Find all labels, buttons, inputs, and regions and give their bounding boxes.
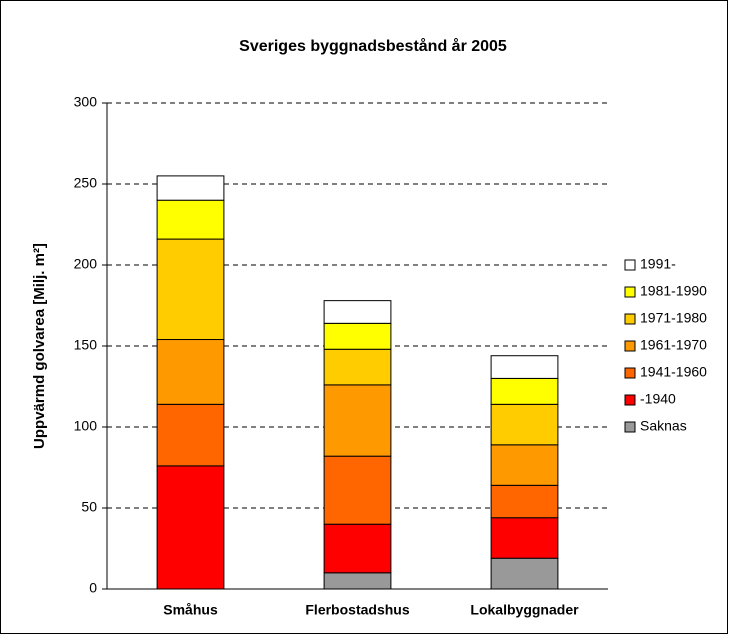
bar-segment [156, 403, 225, 467]
bar-segment [490, 444, 559, 486]
legend-label: 1961-1970 [640, 337, 707, 353]
x-tick-label: Småhus [163, 602, 218, 618]
y-tick-label: 300 [74, 94, 98, 110]
legend-swatch [624, 259, 636, 271]
legend-swatch [624, 340, 636, 352]
bar-segment [156, 199, 225, 240]
bar-segment [156, 339, 225, 405]
legend-swatch [624, 394, 636, 406]
bar-segment [490, 377, 559, 405]
bar-segment [323, 455, 392, 525]
legend-label: -1940 [640, 391, 676, 407]
y-tick-label: 100 [74, 418, 98, 434]
bar-segment [490, 484, 559, 519]
y-axis-label: Uppvärmd golvarea [Milj. m²] [31, 243, 48, 449]
legend-swatch [624, 421, 636, 433]
bar-segment [490, 557, 559, 590]
bar-segment [156, 175, 225, 201]
bar-segment [323, 384, 392, 457]
legend-label: 1991- [640, 256, 676, 272]
bar-segment [323, 348, 392, 386]
legend-swatch [624, 313, 636, 325]
bar-segment [490, 517, 559, 559]
legend-label: 1981-1990 [640, 283, 707, 299]
legend-label: 1971-1980 [640, 310, 707, 326]
bar-segment [156, 465, 225, 590]
bar-segment [323, 322, 392, 350]
bar-segment [323, 523, 392, 574]
y-tick-label: 0 [89, 580, 97, 596]
y-tick-label: 200 [74, 256, 98, 272]
chart-title: Sveriges byggnadsbestånd år 2005 [239, 37, 507, 55]
y-tick-label: 150 [74, 337, 98, 353]
legend-swatch [624, 367, 636, 379]
bar-segment [156, 238, 225, 341]
bar-segment [490, 403, 559, 446]
x-tick-label: Lokalbyggnader [470, 602, 579, 618]
y-tick-label: 250 [74, 175, 98, 191]
legend-swatch [624, 286, 636, 298]
bar-segment [323, 300, 392, 324]
bar-segment [490, 355, 559, 379]
legend-label: 1941-1960 [640, 364, 707, 380]
legend-label: Saknas [640, 418, 687, 434]
x-tick-label: Flerbostadshus [305, 602, 409, 618]
bar-segment [323, 572, 392, 590]
y-tick-label: 50 [81, 499, 97, 515]
